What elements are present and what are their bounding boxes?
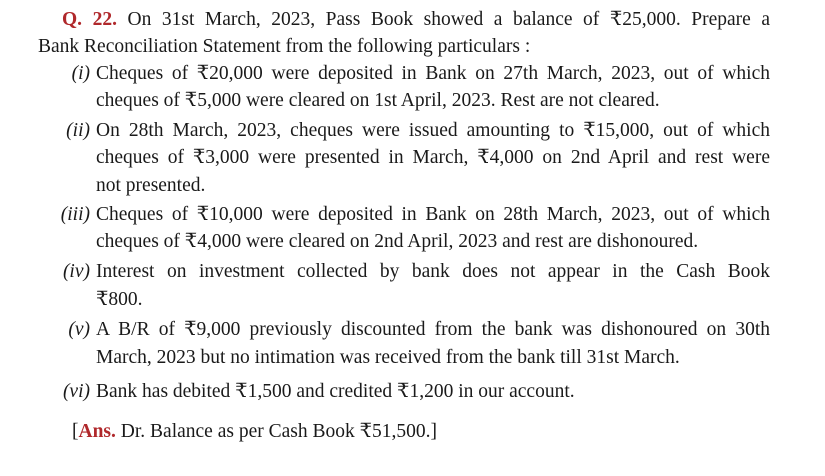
item-line: Interest on investment collected by bank… xyxy=(96,261,770,282)
item-line: March, 2023 but no intimation was receiv… xyxy=(96,347,680,368)
item-line: cheques of ₹4,000 were cleared on 2nd Ap… xyxy=(96,231,699,252)
item-line: Cheques of ₹10,000 were deposited in Ban… xyxy=(96,204,770,225)
item-line: ₹800. xyxy=(96,289,143,310)
item-label: (vi) xyxy=(62,381,90,402)
item-line: cheques of ₹5,000 were cleared on 1st Ap… xyxy=(96,90,660,111)
item-label: (iv) xyxy=(62,261,90,282)
question-line-2: Bank Reconciliation Statement from the f… xyxy=(38,36,531,57)
item-line: cheques of ₹3,000 were presented in Marc… xyxy=(96,147,770,168)
item-line: On 28th March, 2023, cheques were issued… xyxy=(96,120,770,141)
question-line-1: Q. 22. On 31st March, 2023, Pass Book sh… xyxy=(62,8,770,32)
question-text: On 31st March, 2023, Pass Book showed a … xyxy=(127,9,771,30)
item-line: A B/R of ₹9,000 previously discounted fr… xyxy=(96,319,770,340)
item-label: (ii) xyxy=(66,120,90,141)
answer-label: Ans. xyxy=(78,421,116,442)
item-line: not presented. xyxy=(96,175,206,196)
item-line: Bank has debited ₹1,500 and credited ₹1,… xyxy=(96,381,575,402)
item-label: (iii) xyxy=(60,204,90,225)
item-label: (i) xyxy=(71,63,90,84)
answer: [Ans. Dr. Balance as per Cash Book ₹51,5… xyxy=(72,420,437,444)
item-label: (v) xyxy=(68,319,90,340)
item-line: Cheques of ₹20,000 were deposited in Ban… xyxy=(96,63,770,84)
answer-text: Dr. Balance as per Cash Book ₹51,500.] xyxy=(115,421,437,442)
question-number: Q. 22. xyxy=(62,9,117,30)
answer-bracket: [ xyxy=(72,421,79,442)
